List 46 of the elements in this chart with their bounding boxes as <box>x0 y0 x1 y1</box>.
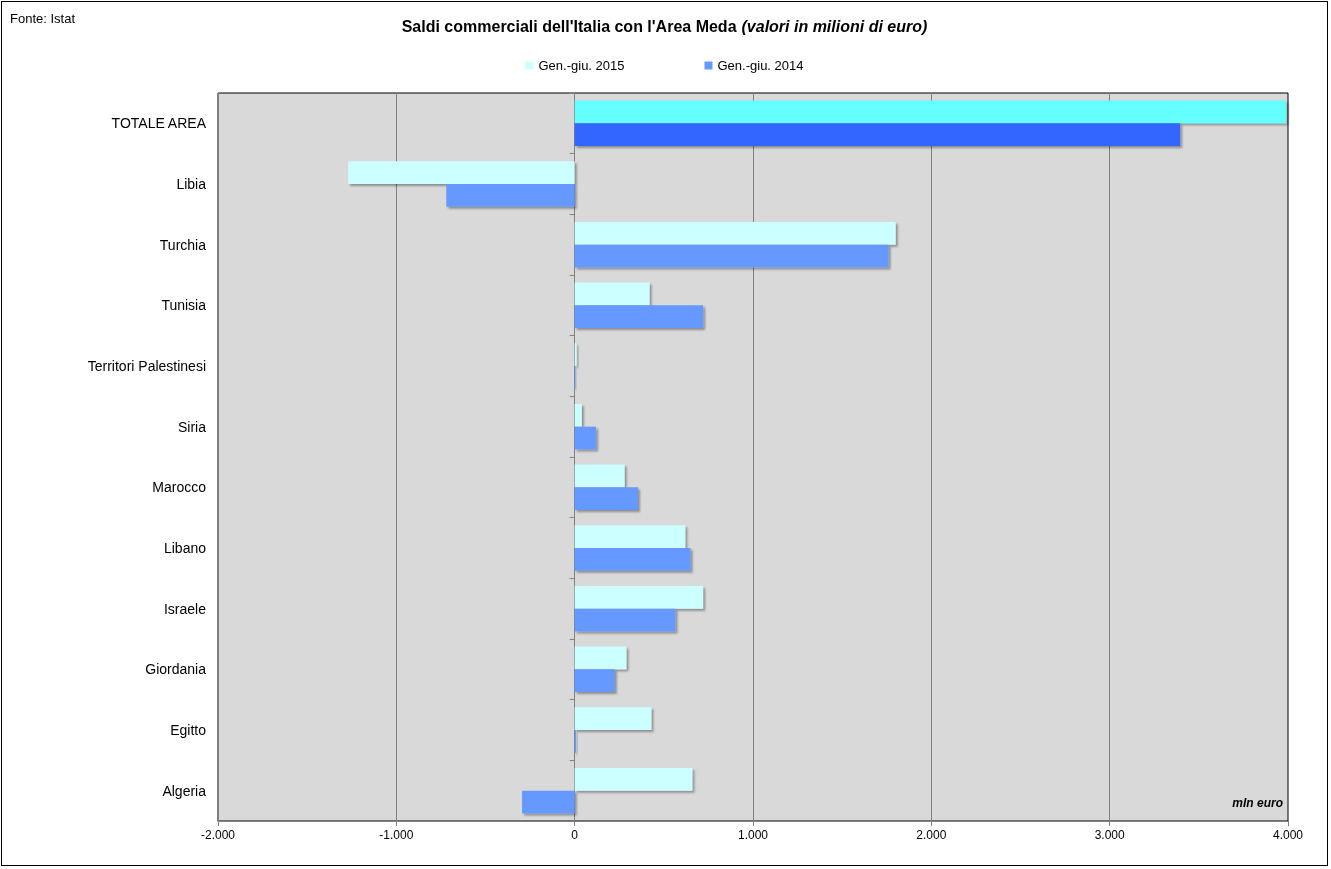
bar <box>574 608 676 632</box>
bar <box>348 161 575 184</box>
annotation: mln euro <box>1232 796 1283 810</box>
y-tick-label: Tunisia <box>161 297 207 314</box>
legend-label: Gen.-giu. 2015 <box>538 58 625 73</box>
y-tick-label: Egitto <box>170 722 207 738</box>
source-note: Fonte: Istat <box>10 11 76 26</box>
x-tick-label: 1.000 <box>737 828 769 842</box>
x-tick-label: -1.000 <box>379 828 414 842</box>
bar <box>574 244 889 268</box>
y-tick-label: Siria <box>177 418 207 435</box>
legend-label: Gen.-giu. 2014 <box>717 58 804 73</box>
x-tick-label: 4.000 <box>1272 828 1304 842</box>
bar <box>522 790 575 814</box>
y-tick-label: Giordania <box>145 661 207 678</box>
bar <box>574 403 582 427</box>
chart-subtitle: (valori in milioni di euro) <box>741 17 928 35</box>
bar <box>574 585 704 609</box>
y-tick-label: Turchia <box>159 236 207 253</box>
bar <box>574 221 896 245</box>
x-tick-label: -2.000 <box>200 828 236 842</box>
bar <box>446 184 575 207</box>
y-tick-label: Libano <box>163 540 207 556</box>
x-tick-label: 0 <box>571 828 579 842</box>
bar <box>574 767 693 791</box>
bar <box>574 487 638 511</box>
bar <box>574 282 650 306</box>
bar <box>574 525 686 548</box>
bar <box>574 100 1287 124</box>
bar <box>574 426 597 450</box>
bar <box>574 548 691 571</box>
y-tick-label: Algeria <box>162 782 207 799</box>
bar <box>574 123 1181 147</box>
y-tick-label: TOTALE AREA <box>111 115 207 132</box>
x-tick-label: 3.000 <box>1094 828 1126 842</box>
y-tick-label: Israele <box>163 600 207 617</box>
x-tick-label: 2.000 <box>916 828 947 842</box>
y-tick-label: Territori Palestinesi <box>87 358 206 374</box>
bar <box>574 305 704 329</box>
bar <box>574 669 615 693</box>
bar <box>574 646 627 670</box>
y-tick-label: Marocco <box>152 479 207 496</box>
bar <box>574 707 652 730</box>
chart-title: Saldi commerciali dell'Italia con l'Area Meda <box>401 17 737 35</box>
bar <box>574 464 625 488</box>
y-tick-label: Libia <box>176 176 207 192</box>
